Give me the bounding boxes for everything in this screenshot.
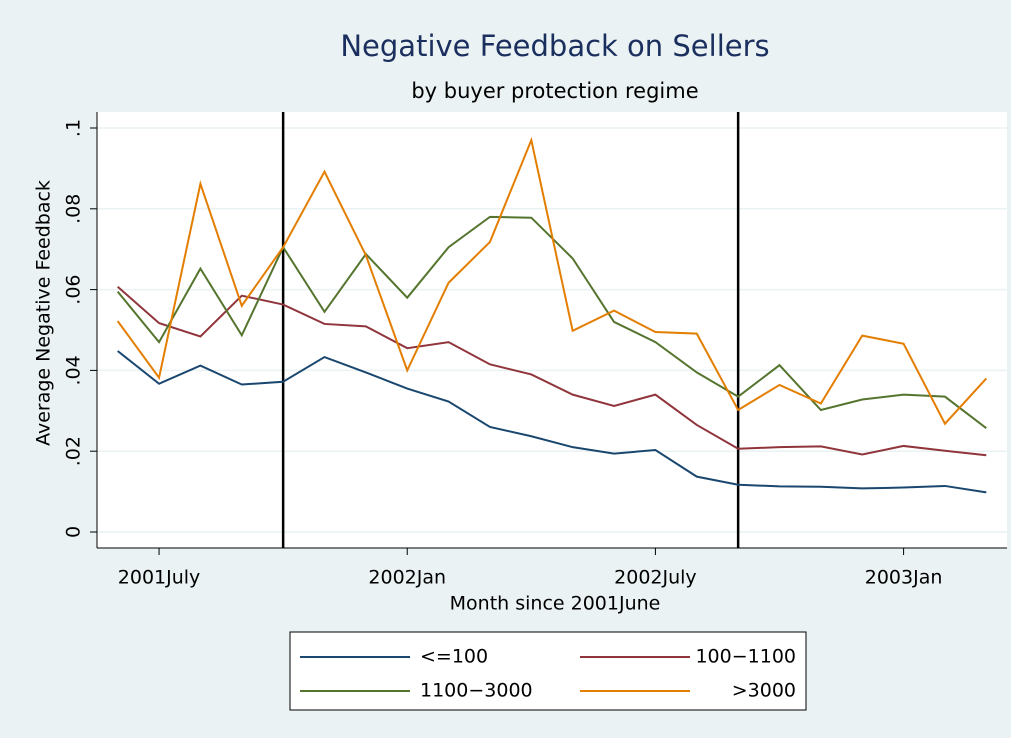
y-tick-label: .1: [63, 119, 85, 137]
series-line: [117, 286, 987, 457]
y-tick-label: .06: [63, 274, 85, 304]
x-tick-label: 2003Jan: [865, 567, 943, 589]
chart-subtitle: by buyer protection regime: [411, 79, 698, 103]
series-line: [116, 136, 988, 426]
y-tick-label: .08: [63, 194, 85, 224]
chart-title: Negative Feedback on Sellers: [340, 29, 769, 63]
x-tick-label: 2002July: [614, 567, 697, 589]
x-axis-title: Month since 2001June: [450, 593, 661, 615]
legend-label: >3000: [732, 680, 796, 702]
x-tick-label: 2002Jan: [368, 567, 446, 589]
y-tick-label: 0: [63, 526, 85, 538]
legend-label: <=100: [420, 646, 488, 668]
legend-label: 1100−3000: [420, 680, 533, 702]
series-line: [117, 350, 987, 494]
y-tick-label: .04: [63, 355, 85, 385]
legend-label: 100−1100: [695, 646, 796, 668]
y-tick-label: .02: [63, 436, 85, 466]
plot-area: [97, 112, 1007, 548]
legend-box: [289, 631, 807, 711]
y-axis-title: Average Negative Feedback: [33, 180, 55, 446]
x-tick-label: 2001July: [118, 567, 201, 589]
